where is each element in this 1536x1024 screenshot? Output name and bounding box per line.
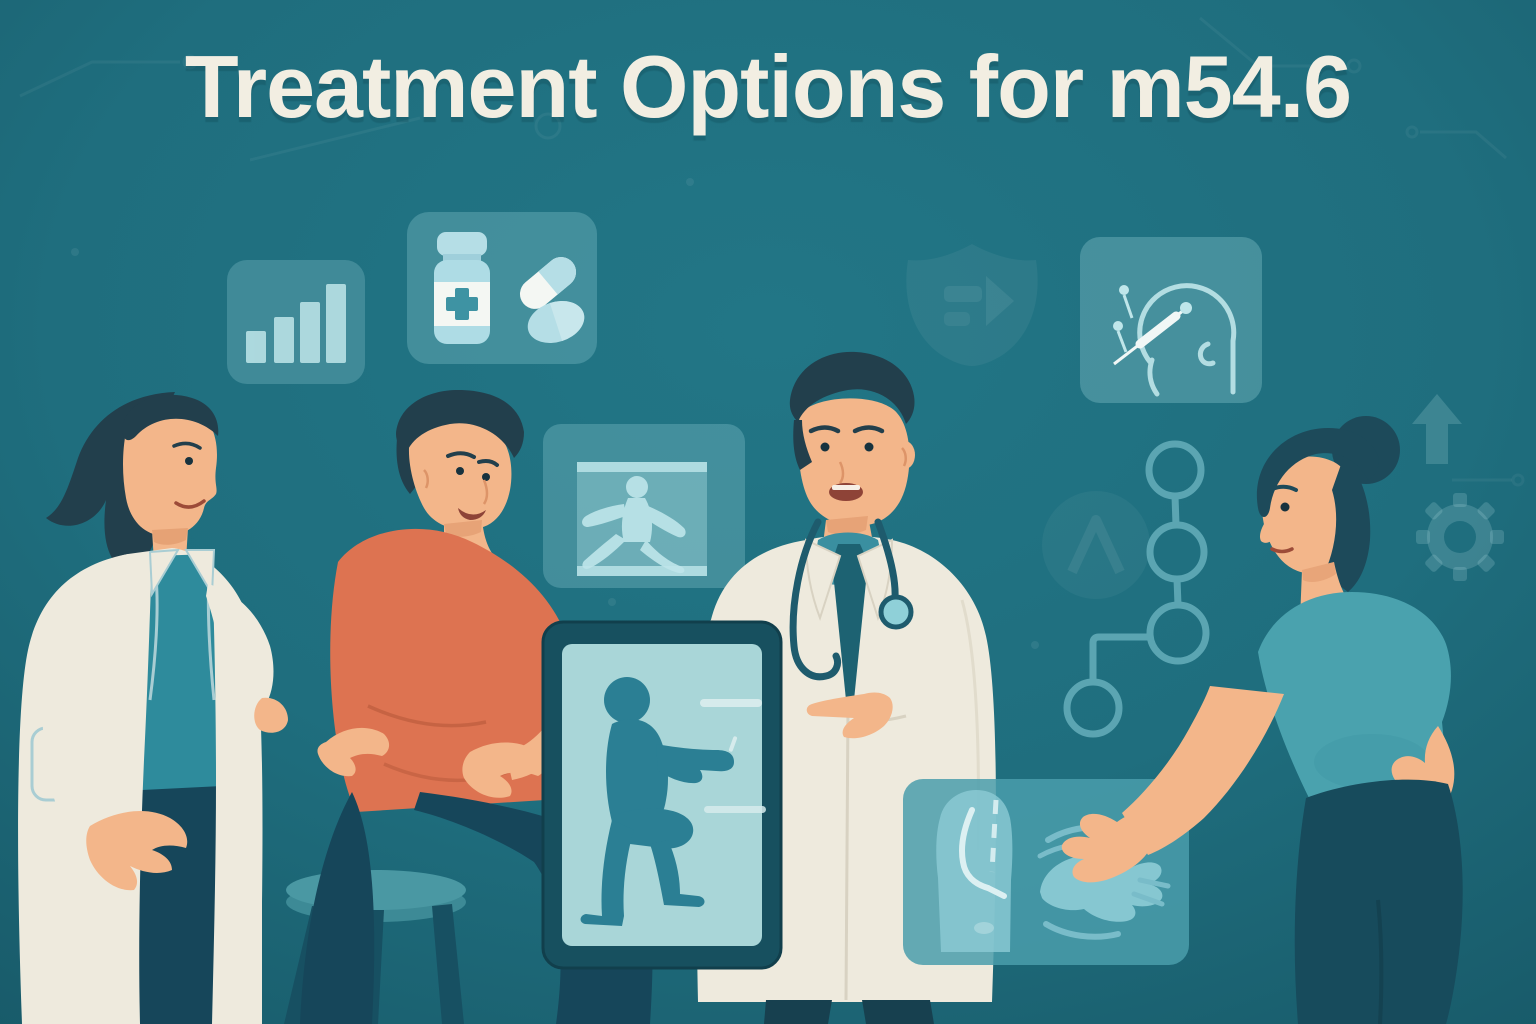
arm-reaching	[1122, 686, 1284, 855]
hair-back	[1324, 456, 1371, 592]
hand-right	[86, 811, 188, 891]
tie	[832, 544, 868, 700]
screen-annotations	[700, 699, 766, 813]
hair-fringe	[122, 394, 219, 441]
medication-bottle-and-pills-icon	[407, 212, 597, 364]
exercise-video-icon	[543, 424, 745, 588]
pointing-hand	[806, 692, 893, 739]
bar-chart-icon	[227, 260, 365, 384]
exercise-silhouette	[580, 677, 734, 926]
shield-arrow-icon	[906, 244, 1038, 366]
needle	[1113, 285, 1192, 366]
sleeve-right	[42, 618, 138, 844]
shirt	[142, 554, 222, 792]
face	[123, 404, 217, 536]
acupuncture-head-icon	[1080, 237, 1262, 403]
torso-shirt	[1258, 592, 1451, 803]
hand-left	[254, 697, 288, 733]
hand-right	[462, 742, 546, 798]
page-title: Treatment Options for m54.6	[184, 37, 1352, 136]
sleeve-left	[206, 584, 274, 716]
gear-icon	[1416, 493, 1504, 581]
hand-left	[317, 727, 390, 777]
hand-reaching	[1061, 812, 1149, 883]
hair	[396, 390, 524, 458]
hair	[789, 351, 915, 424]
hair	[1256, 428, 1379, 517]
stethoscope	[789, 518, 899, 681]
pulse-ring-icon	[1042, 491, 1150, 599]
nose	[1259, 518, 1274, 543]
up-arrow-icon	[1412, 394, 1462, 464]
knee-xray-art	[936, 790, 1013, 952]
torso-shirt	[330, 528, 581, 812]
flowchart-nodes-icon	[1063, 440, 1210, 738]
stethoscope-chest-piece	[878, 594, 914, 630]
